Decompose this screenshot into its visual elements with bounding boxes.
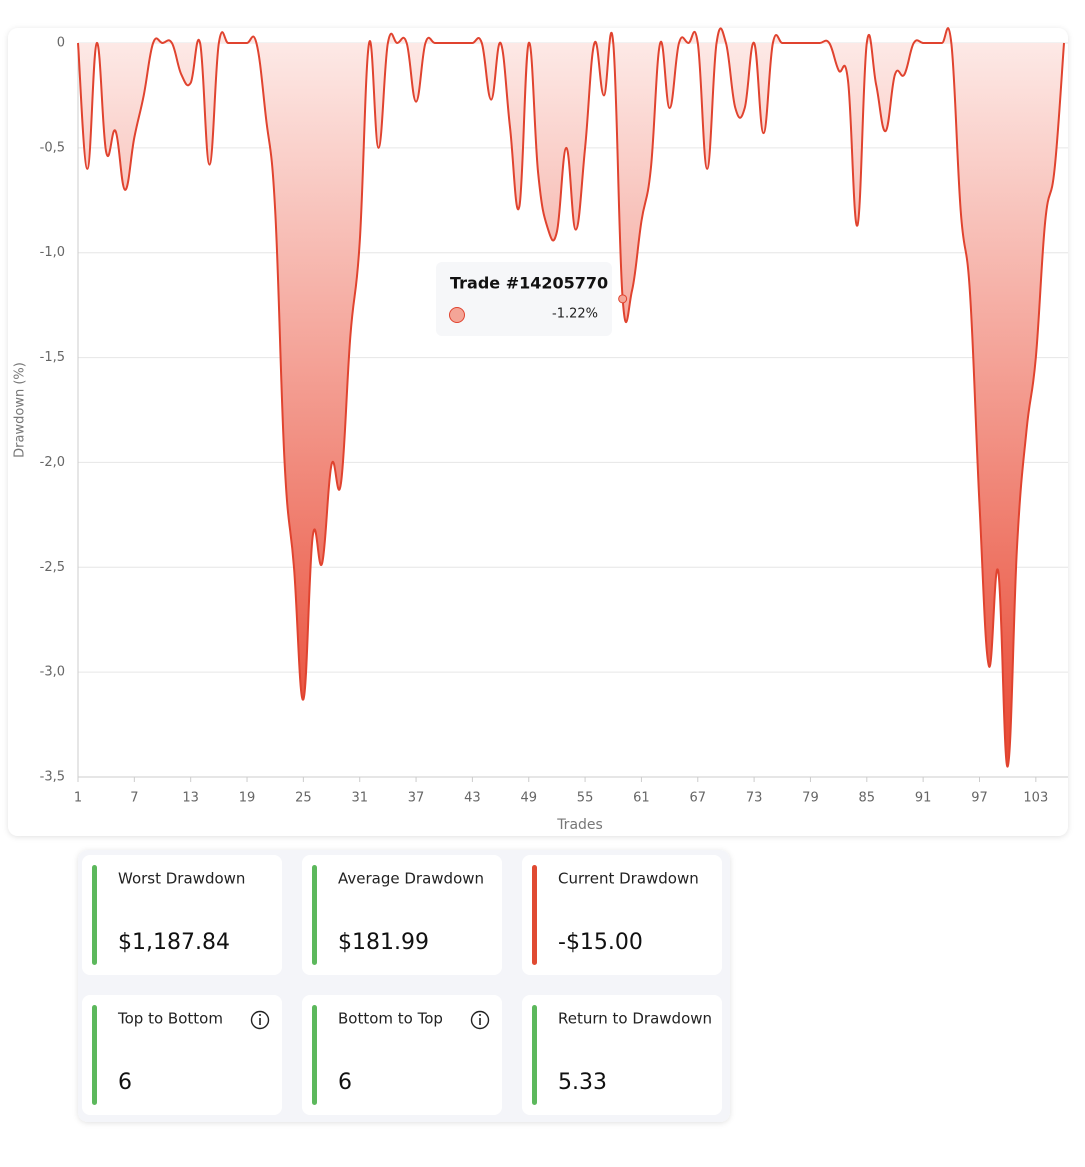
plot: 0 -0,5 -1,0 -1,5 -2,0 -2,5 -3,0 -3,5 1 7 13 19 25 31 3… xyxy=(40,27,1068,806)
stat-value: $1,187.84 xyxy=(118,930,230,955)
info-icon-dot xyxy=(259,1014,261,1016)
y-tick-label: -3,0 xyxy=(40,665,65,680)
stat-value: $181.99 xyxy=(338,930,429,955)
stat-label: Average Drawdown xyxy=(338,870,484,888)
y-tick-label: -2,0 xyxy=(40,455,65,470)
y-tick-label: -1,0 xyxy=(40,245,65,260)
stat-value: 6 xyxy=(338,1070,352,1095)
y-tick-label: -3,5 xyxy=(40,770,65,785)
stat-card xyxy=(82,855,282,975)
stat-label: Return to Drawdown xyxy=(558,1010,712,1028)
y-tick-label: -0,5 xyxy=(40,140,65,155)
stat-accent xyxy=(92,865,97,965)
x-tick-label: 61 xyxy=(633,791,650,806)
stat-accent xyxy=(312,1005,317,1105)
x-tick-label: 13 xyxy=(182,791,199,806)
x-axis-title: Trades xyxy=(556,817,603,833)
stat-card xyxy=(302,855,502,975)
tooltip-box xyxy=(436,262,612,336)
x-tick-label: 55 xyxy=(577,791,594,806)
x-tick-label: 31 xyxy=(351,791,368,806)
y-tick-label: -2,5 xyxy=(40,560,65,575)
area xyxy=(78,28,1064,767)
stat-card xyxy=(522,995,722,1115)
y-tick-label: -1,5 xyxy=(40,350,65,365)
stat-label: Top to Bottom xyxy=(117,1010,223,1028)
hover-point xyxy=(618,294,628,304)
x-tick-label: 85 xyxy=(859,791,876,806)
x-tick-label: 7 xyxy=(130,791,138,806)
stat-label: Bottom to Top xyxy=(338,1010,443,1028)
x-tick-label: 49 xyxy=(520,791,537,806)
x-tick-label: 103 xyxy=(1023,791,1048,806)
x-tick-label: 97 xyxy=(971,791,988,806)
stat-accent xyxy=(532,1005,537,1105)
line xyxy=(77,27,1065,768)
y-tick-label: 0 xyxy=(57,36,65,51)
x-tick-label: 1 xyxy=(74,791,82,806)
tooltip-title: Trade #14205770 xyxy=(450,274,608,293)
chart-card xyxy=(8,28,1068,836)
stat-cards: Worst Drawdown $1,187.84 Average Drawdown $… xyxy=(82,855,722,1115)
stat-accent xyxy=(532,865,537,965)
info-icon xyxy=(250,1010,270,1030)
stat-card xyxy=(522,855,722,975)
tooltip: Trade #14205770 -1.22% xyxy=(436,262,612,336)
y-axis-title: Drawdown (%) xyxy=(13,362,28,458)
x-tick-label: 79 xyxy=(802,791,819,806)
stat-value: 6 xyxy=(118,1070,132,1095)
info-icon xyxy=(470,1010,490,1030)
x-tick-label: 43 xyxy=(464,791,481,806)
stat-label: Current Drawdown xyxy=(558,870,699,888)
stat-value: 5.33 xyxy=(558,1070,607,1095)
tooltip-swatch xyxy=(449,307,465,323)
x-tick-label: 91 xyxy=(915,791,932,806)
stat-accent xyxy=(312,865,317,965)
stat-label: Worst Drawdown xyxy=(118,870,245,888)
stat-card xyxy=(302,995,502,1115)
stat-value: -$15.00 xyxy=(558,930,643,955)
info-icon-dot xyxy=(479,1014,481,1016)
stat-accent xyxy=(92,1005,97,1105)
tooltip-value: -1.22% xyxy=(552,307,598,322)
x-tick-label: 19 xyxy=(239,791,256,806)
stat-card xyxy=(82,995,282,1115)
x-tick-label: 25 xyxy=(295,791,312,806)
x-tick-label: 37 xyxy=(408,791,425,806)
x-tick-label: 73 xyxy=(746,791,763,806)
x-tick-label: 67 xyxy=(689,791,706,806)
